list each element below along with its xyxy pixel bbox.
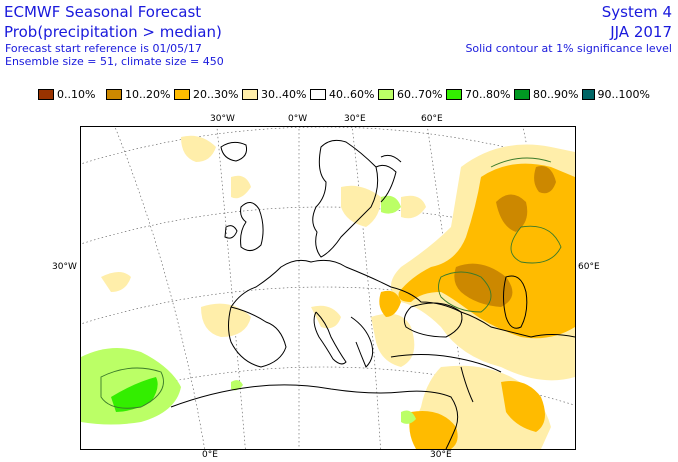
legend-swatch	[582, 89, 595, 100]
legend-item: 0..10%	[38, 88, 106, 101]
legend-label: 70..80%	[465, 88, 511, 101]
ensemble-text: Ensemble size = 51, climate size = 450	[5, 55, 224, 68]
forecast-start-text: Forecast start reference is 01/05/17	[5, 42, 202, 55]
axis-label-top-0w: 0°W	[288, 114, 308, 124]
legend-label: 40..60%	[329, 88, 375, 101]
legend-label: 80..90%	[533, 88, 579, 101]
legend-label: 90..100%	[597, 88, 650, 101]
legend: 0..10% 10..20% 20..30% 30..40% 40..60% 6…	[38, 88, 650, 101]
legend-label: 60..70%	[397, 88, 443, 101]
significance-contours	[100, 157, 562, 409]
legend-item: 30..40%	[242, 88, 310, 101]
probability-fields	[81, 135, 575, 449]
axis-label-top-60e: 60°E	[421, 114, 443, 124]
legend-item: 70..80%	[446, 88, 514, 101]
legend-swatch	[38, 89, 54, 100]
legend-item: 80..90%	[514, 88, 582, 101]
legend-swatch	[310, 89, 326, 100]
legend-item: 40..60%	[310, 88, 378, 101]
legend-swatch	[378, 89, 394, 100]
legend-label: 0..10%	[57, 88, 96, 101]
legend-swatch	[514, 89, 530, 100]
axis-label-right-60e: 60°E	[578, 262, 600, 272]
axis-label-bottom-0e: 0°E	[202, 450, 218, 460]
legend-item: 20..30%	[174, 88, 242, 101]
legend-swatch	[242, 89, 258, 100]
coastlines	[170, 139, 575, 449]
axis-label-top-30w: 30°W	[210, 114, 235, 124]
season-label: JJA 2017	[610, 23, 672, 41]
legend-item: 60..70%	[378, 88, 446, 101]
system-label: System 4	[601, 3, 672, 21]
legend-swatch	[174, 89, 190, 100]
legend-label: 10..20%	[125, 88, 171, 101]
legend-item: 90..100%	[582, 88, 650, 101]
legend-swatch	[446, 89, 462, 100]
axis-label-bottom-30e: 30°E	[430, 450, 452, 460]
axis-label-left-30w: 30°W	[52, 262, 77, 272]
forecast-subtitle: Prob(precipitation > median)	[4, 23, 222, 41]
axis-label-top-30e: 30°E	[344, 114, 366, 124]
contour-note: Solid contour at 1% significance level	[465, 42, 672, 55]
forecast-map	[80, 126, 576, 450]
legend-swatch	[106, 89, 122, 100]
legend-label: 30..40%	[261, 88, 307, 101]
legend-item: 10..20%	[106, 88, 174, 101]
forecast-title: ECMWF Seasonal Forecast	[4, 3, 202, 21]
legend-label: 20..30%	[193, 88, 239, 101]
map-canvas	[81, 127, 575, 449]
